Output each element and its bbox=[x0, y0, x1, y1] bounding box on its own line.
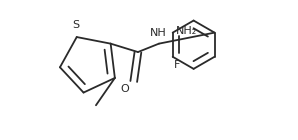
Text: NH: NH bbox=[150, 28, 166, 38]
Text: S: S bbox=[72, 20, 79, 30]
Text: F: F bbox=[174, 60, 180, 70]
Text: NH₂: NH₂ bbox=[176, 25, 197, 36]
Text: O: O bbox=[120, 84, 129, 94]
